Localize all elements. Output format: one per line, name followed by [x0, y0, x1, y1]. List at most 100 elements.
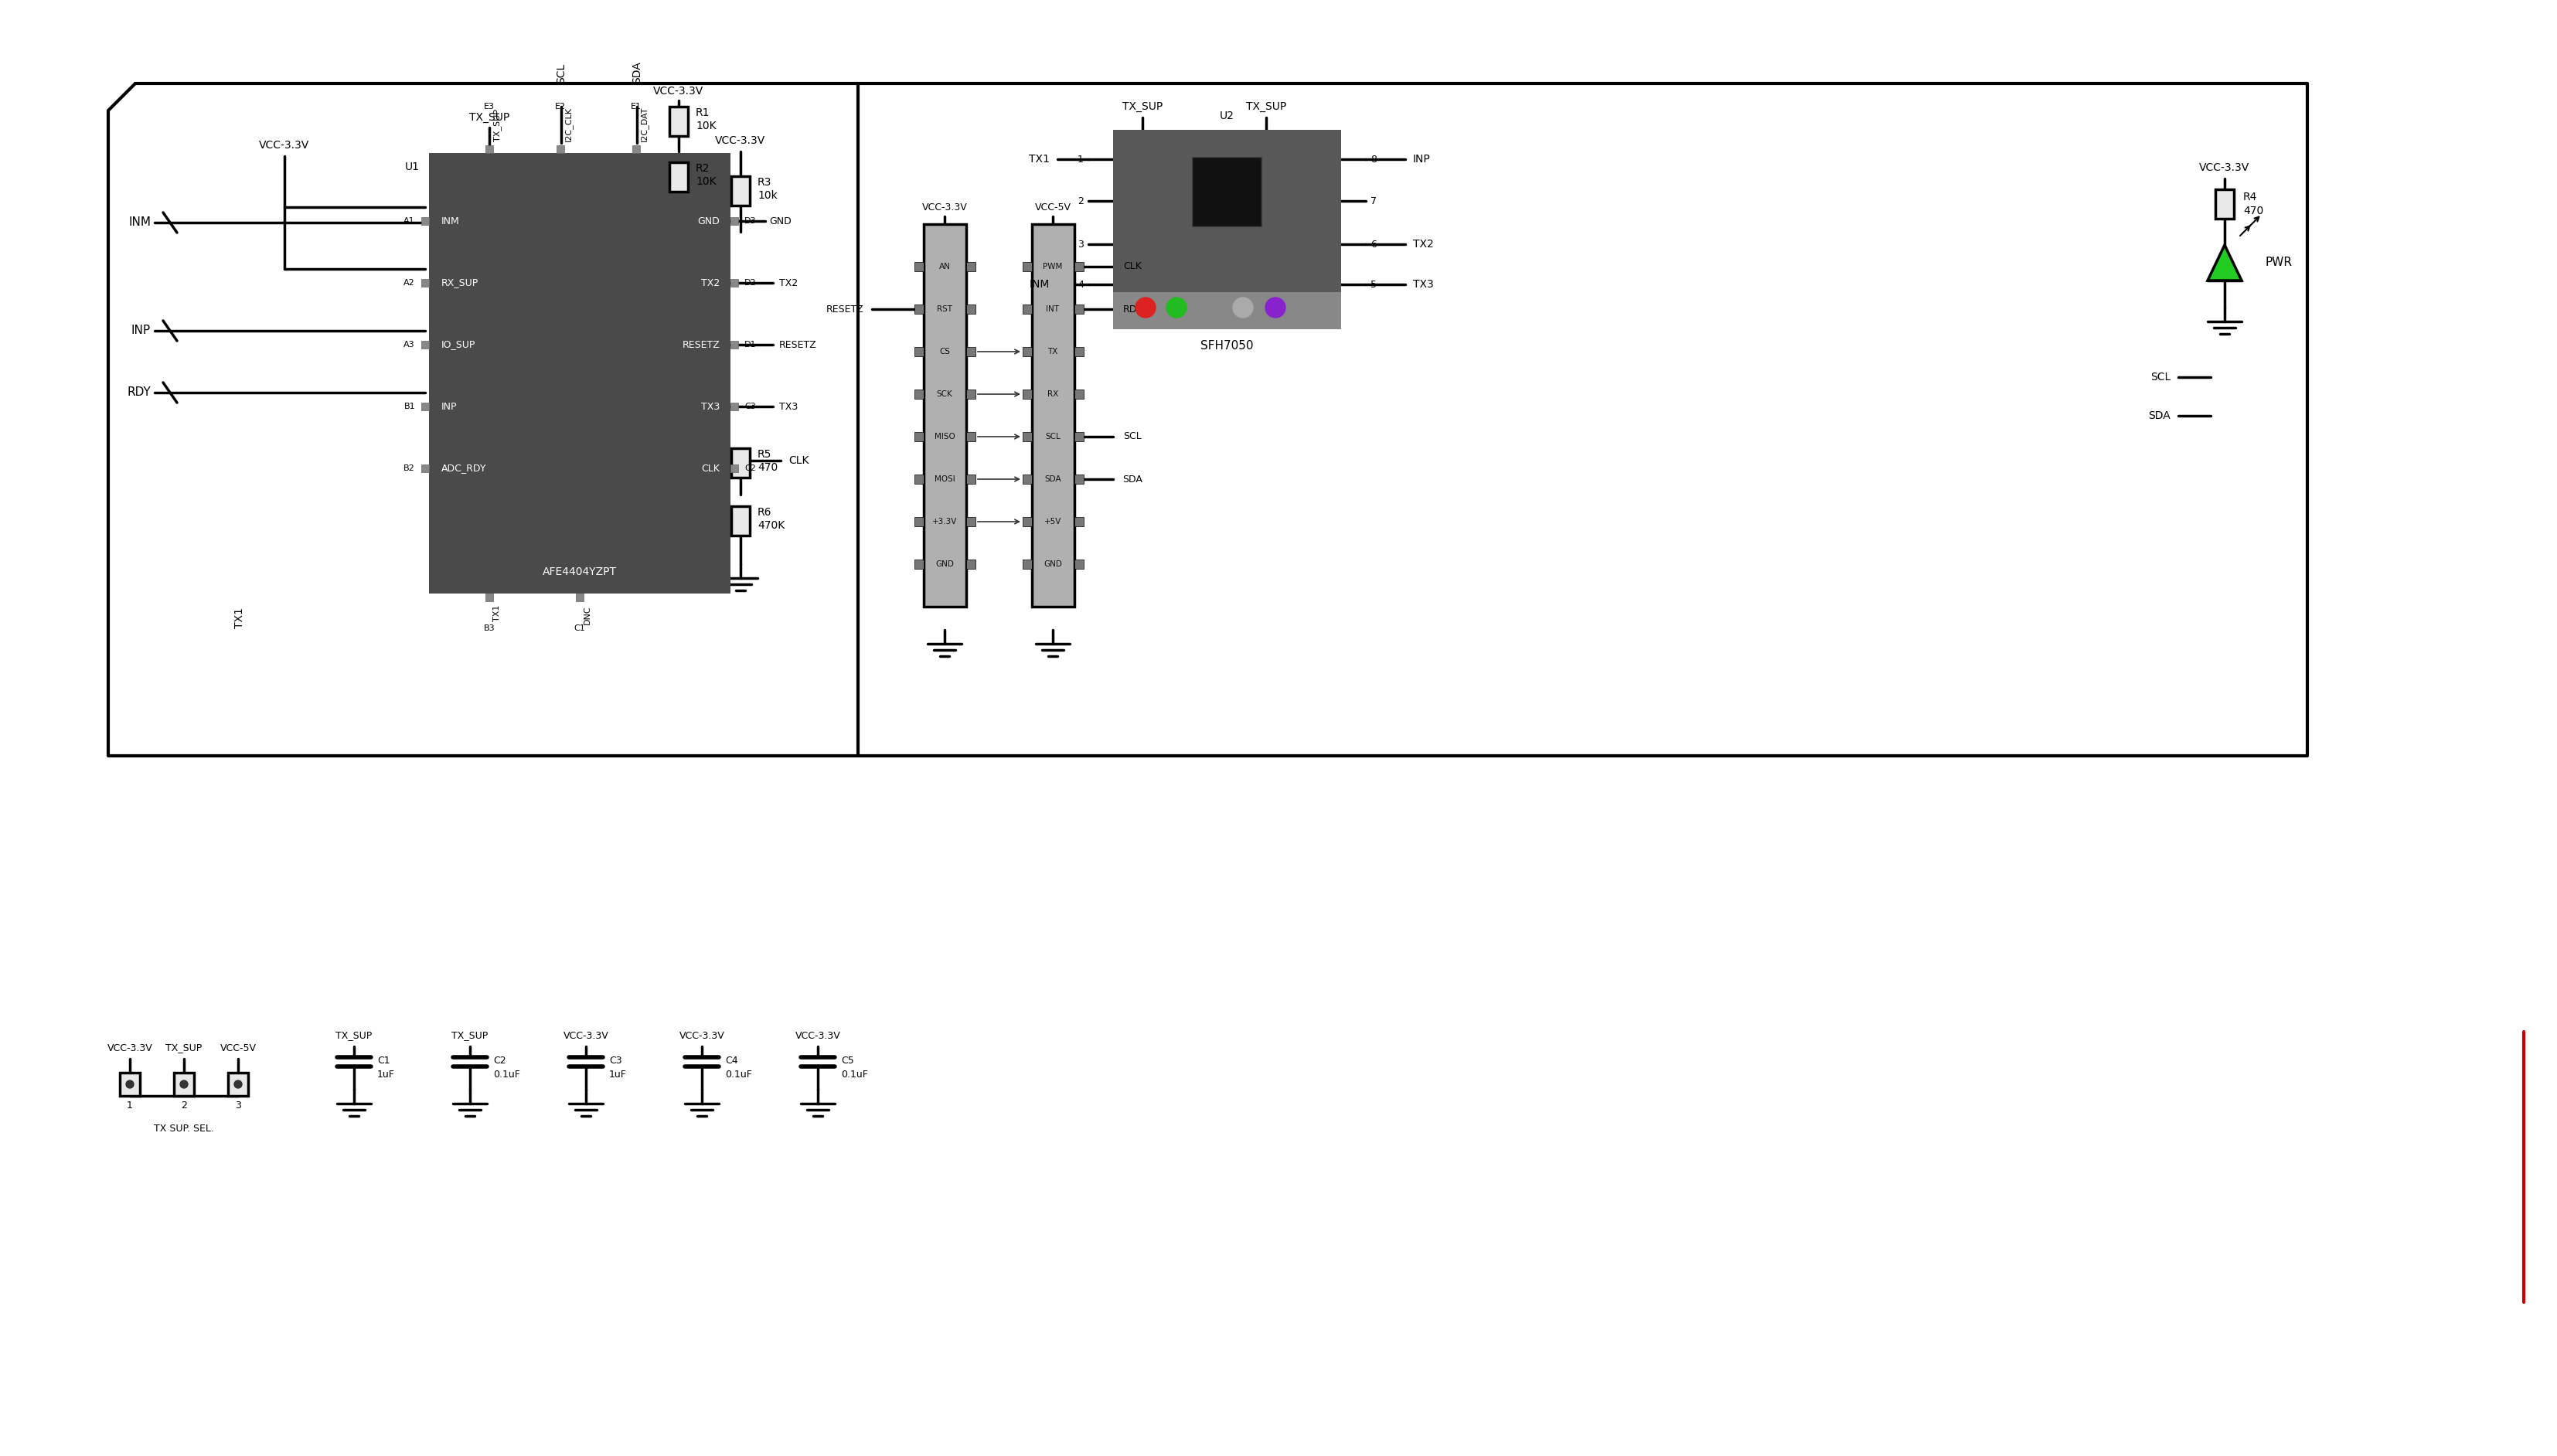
- Text: U1: U1: [404, 162, 419, 172]
- Text: C2: C2: [744, 464, 757, 472]
- Text: VCC-3.3V: VCC-3.3V: [923, 202, 967, 213]
- Text: TX1: TX1: [235, 607, 245, 629]
- Bar: [1074, 517, 1084, 526]
- Text: TX_SUP: TX_SUP: [468, 112, 509, 122]
- Bar: [422, 217, 430, 224]
- Text: 1: 1: [1076, 154, 1084, 165]
- Text: INM: INM: [1030, 280, 1051, 290]
- Text: R1: R1: [696, 108, 711, 118]
- Text: TX_SUP: TX_SUP: [453, 1031, 488, 1041]
- Text: 1uF: 1uF: [378, 1069, 394, 1079]
- Text: 7: 7: [1371, 197, 1376, 205]
- Text: R2: R2: [696, 163, 711, 173]
- Text: INT: INT: [1046, 306, 1059, 313]
- Bar: [731, 280, 739, 287]
- Text: INM: INM: [442, 215, 460, 226]
- Bar: [422, 464, 430, 472]
- Bar: [915, 347, 923, 357]
- Text: TX2: TX2: [701, 278, 719, 288]
- Bar: [1074, 559, 1084, 569]
- Text: CLK: CLK: [788, 456, 808, 466]
- Text: I2C_DAT: I2C_DAT: [639, 106, 649, 141]
- Text: VCC-3.3V: VCC-3.3V: [107, 1042, 153, 1053]
- Text: D1: D1: [744, 341, 757, 348]
- Bar: [174, 1073, 194, 1096]
- Text: 0.1uF: 0.1uF: [726, 1069, 752, 1079]
- Text: 3: 3: [235, 1101, 240, 1109]
- Bar: [430, 153, 731, 594]
- Text: C4: C4: [726, 1056, 739, 1066]
- Text: TX2: TX2: [1414, 239, 1434, 249]
- Bar: [731, 448, 749, 478]
- Text: 0.1uF: 0.1uF: [841, 1069, 867, 1079]
- Text: A3: A3: [404, 341, 414, 348]
- Bar: [1074, 304, 1084, 313]
- Text: CS: CS: [938, 348, 951, 355]
- Text: 10K: 10K: [696, 176, 716, 186]
- Bar: [915, 432, 923, 441]
- Text: SFH7050: SFH7050: [1199, 341, 1253, 352]
- Bar: [1074, 347, 1084, 357]
- Bar: [967, 262, 974, 271]
- Circle shape: [1232, 297, 1253, 317]
- Text: 3: 3: [1076, 239, 1084, 249]
- Text: TX_SUP: TX_SUP: [1245, 102, 1286, 112]
- Bar: [422, 341, 430, 348]
- Text: INP: INP: [130, 325, 151, 336]
- Bar: [967, 432, 974, 441]
- Circle shape: [235, 1080, 243, 1088]
- Bar: [632, 146, 639, 153]
- Text: GND: GND: [770, 215, 790, 226]
- Bar: [486, 594, 494, 601]
- Bar: [1112, 130, 1340, 329]
- Text: RESETZ: RESETZ: [780, 339, 816, 349]
- Circle shape: [1135, 297, 1156, 317]
- Text: MOSI: MOSI: [933, 475, 954, 483]
- Text: E3: E3: [483, 103, 494, 111]
- Text: INP: INP: [1414, 154, 1429, 165]
- Text: TX3: TX3: [1414, 280, 1434, 290]
- Text: C2: C2: [494, 1056, 506, 1066]
- Text: RDY: RDY: [1123, 304, 1143, 314]
- Bar: [1023, 475, 1033, 483]
- Text: TX SUP. SEL.: TX SUP. SEL.: [153, 1123, 215, 1133]
- Circle shape: [179, 1080, 187, 1088]
- Text: RDY: RDY: [128, 387, 151, 399]
- Bar: [422, 403, 430, 411]
- Text: VCC-3.3V: VCC-3.3V: [716, 135, 765, 146]
- Text: 470K: 470K: [757, 520, 785, 531]
- Text: 1: 1: [128, 1101, 133, 1109]
- Text: AN: AN: [938, 262, 951, 271]
- Text: RST: RST: [936, 306, 951, 313]
- Text: GND: GND: [698, 215, 719, 226]
- Text: R4: R4: [2242, 192, 2258, 202]
- Bar: [557, 146, 565, 153]
- Bar: [1023, 517, 1033, 526]
- Bar: [967, 475, 974, 483]
- Text: SCK: SCK: [936, 390, 954, 397]
- Text: 6: 6: [1371, 239, 1376, 249]
- Text: TX: TX: [1048, 348, 1059, 355]
- Bar: [1023, 347, 1033, 357]
- Bar: [1023, 304, 1033, 313]
- Text: C5: C5: [841, 1056, 854, 1066]
- Polygon shape: [2207, 245, 2242, 281]
- Bar: [1074, 432, 1084, 441]
- Text: TX_SUP: TX_SUP: [494, 109, 501, 141]
- Text: R3: R3: [757, 178, 772, 188]
- Text: 8: 8: [1371, 154, 1376, 165]
- Text: 2: 2: [182, 1101, 187, 1109]
- Text: 470: 470: [2242, 205, 2263, 217]
- Text: E2: E2: [555, 103, 565, 111]
- Circle shape: [1166, 297, 1186, 317]
- Text: SDA: SDA: [1123, 475, 1143, 485]
- Bar: [923, 224, 967, 607]
- Text: A2: A2: [404, 280, 414, 287]
- Bar: [967, 559, 974, 569]
- Bar: [967, 347, 974, 357]
- Bar: [915, 517, 923, 526]
- Text: AFE4404YZPT: AFE4404YZPT: [542, 566, 616, 577]
- Bar: [915, 304, 923, 313]
- Text: SCL: SCL: [2150, 371, 2171, 383]
- Text: SCL: SCL: [1046, 432, 1061, 441]
